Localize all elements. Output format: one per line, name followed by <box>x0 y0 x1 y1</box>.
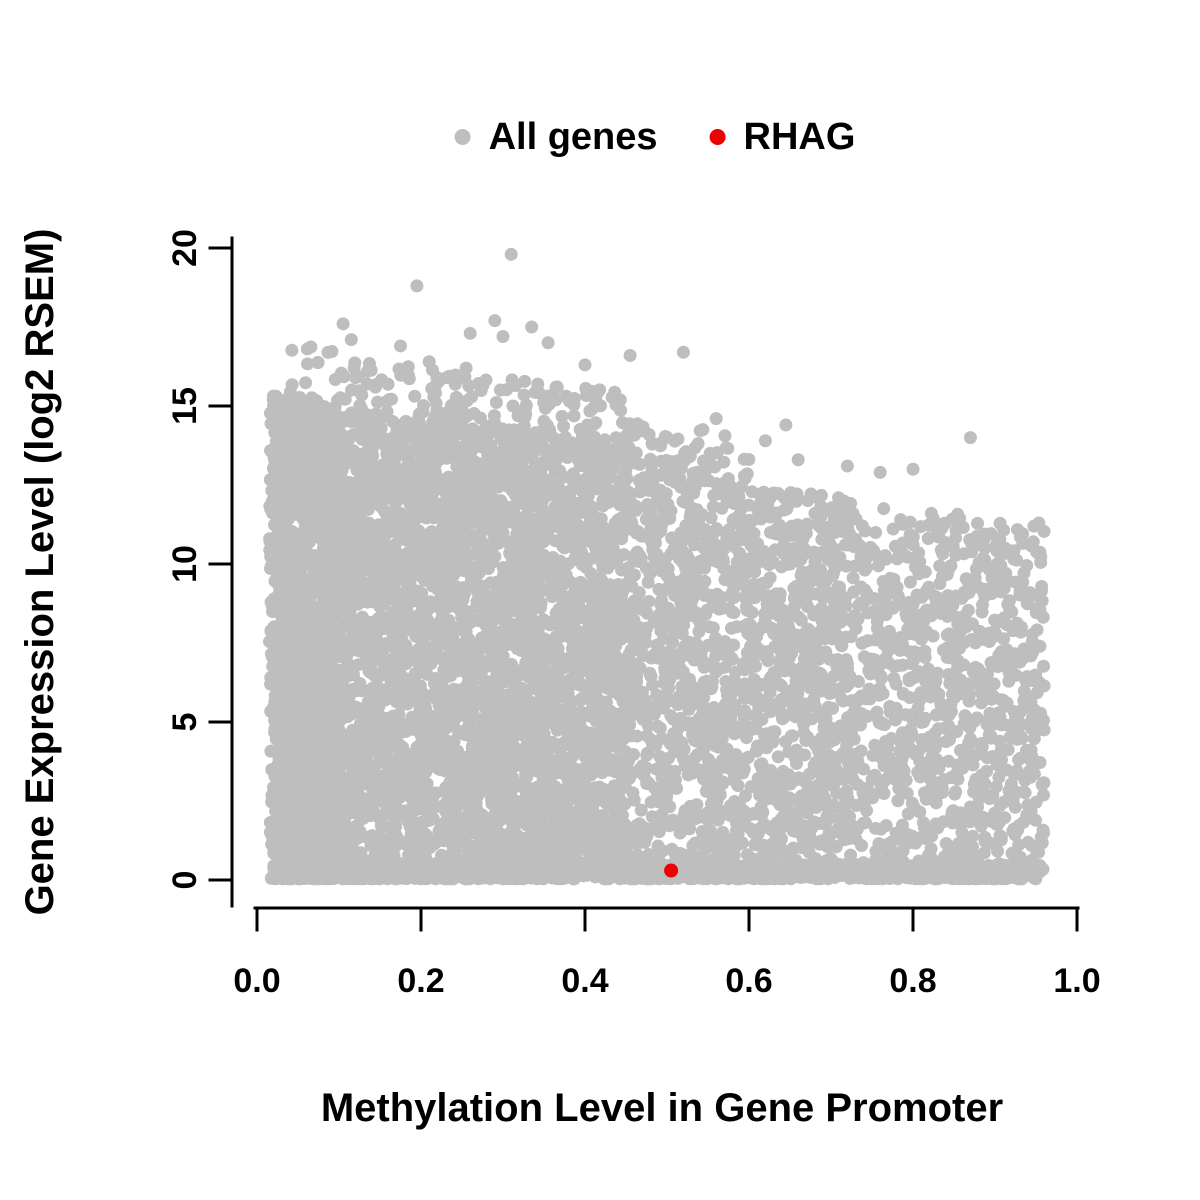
x-tick-label: 0.8 <box>889 962 936 1000</box>
legend-label-all-genes: All genes <box>488 116 658 158</box>
legend-label-rhag: RHAG <box>743 116 856 158</box>
x-tick-label: 0.2 <box>397 962 444 1000</box>
y-axis-title: Gene Expression Level (log2 RSEM) <box>18 228 62 916</box>
rhag-series <box>664 863 679 878</box>
legend: All genes RHAG <box>454 116 856 158</box>
x-axis-title: Methylation Level in Gene Promoter <box>320 1086 1004 1130</box>
tick-labels: 0.0 0.2 0.4 0.6 0.8 1.0 0 5 10 15 20 <box>166 229 1101 1000</box>
x-tick-label: 0.4 <box>561 962 608 1000</box>
all-genes-marker-icon <box>454 129 471 145</box>
rhag-marker-icon <box>709 129 726 145</box>
x-tick-label: 0.0 <box>233 962 280 1000</box>
all-genes-points <box>263 247 1051 886</box>
y-tick-label: 0 <box>166 871 204 890</box>
y-tick-label: 10 <box>166 545 204 583</box>
legend-item-all-genes: All genes <box>454 116 658 158</box>
x-tick-label: 0.6 <box>725 962 772 1000</box>
axes <box>208 236 1080 932</box>
y-tick-label: 20 <box>166 229 204 267</box>
y-tick-label: 15 <box>166 387 204 425</box>
rhag-point <box>664 863 679 878</box>
legend-item-rhag: RHAG <box>709 116 856 158</box>
y-tick-label: 5 <box>166 713 204 732</box>
x-tick-label: 1.0 <box>1053 962 1100 1000</box>
